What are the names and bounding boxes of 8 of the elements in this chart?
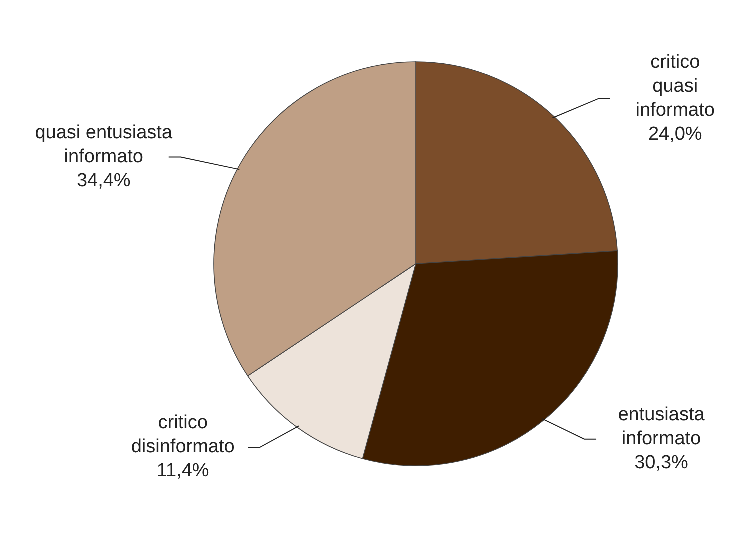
slice-label: critico quasi informato	[636, 52, 715, 121]
slice-label: entusiasta informato	[618, 404, 706, 450]
data-label: 11,4%	[156, 460, 210, 482]
data-label: 24,0%	[648, 124, 702, 145]
slice-label: critico disinformato	[131, 412, 235, 458]
slice-label: quasi entusiasta informato	[35, 122, 173, 168]
data-label: 34,4%	[76, 170, 131, 192]
data-label: 30,3%	[634, 452, 689, 474]
